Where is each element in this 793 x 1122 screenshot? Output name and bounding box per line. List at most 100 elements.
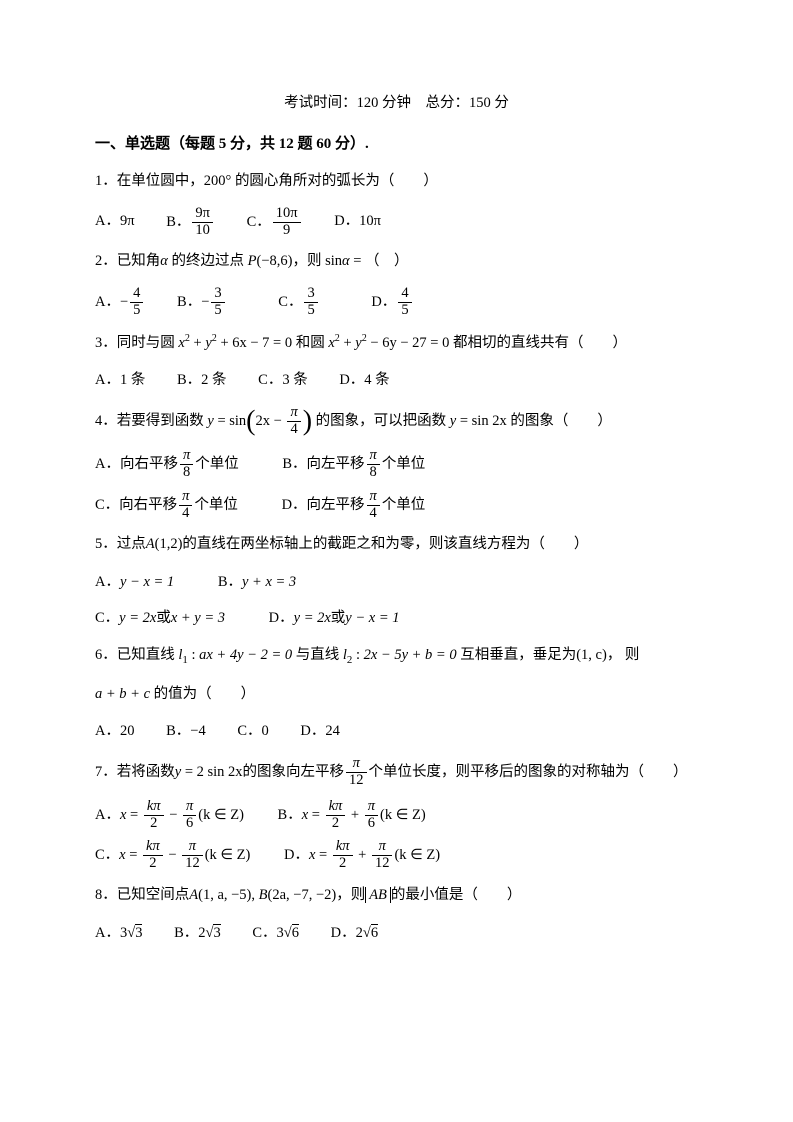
q2-d-l: D． <box>371 294 396 310</box>
q2-b-frac: 35 <box>211 286 224 319</box>
q1-options: A．9π B．9π10 C．10π9 D．10π <box>95 206 698 239</box>
q1-a-label: A． <box>95 213 120 229</box>
q4-d2: 个单位 <box>382 496 426 512</box>
q4-d-f: π4 <box>367 489 380 522</box>
q7-aeq: = <box>126 806 141 822</box>
q1-opt-a: A．9π <box>95 208 135 236</box>
q4-sin2: sin 2x <box>472 413 507 429</box>
q7-dpi: π <box>372 839 393 856</box>
q5-bl: B． <box>218 574 242 590</box>
q2-b-l: B． <box>177 294 201 310</box>
q7-ck: kπ <box>143 839 163 856</box>
q1-d-label: D． <box>334 213 359 229</box>
q7-dl: D． <box>284 847 309 863</box>
q6-e1: ax + 4y − 2 = 0 <box>199 647 292 663</box>
q6-col2: : <box>352 647 363 663</box>
q8-s1: 8．已知空间点 <box>95 887 189 903</box>
q2-a-sign: − <box>120 294 128 310</box>
q7-f: π12 <box>346 756 367 789</box>
score-label: 总分： <box>426 95 470 111</box>
q7-dp: + <box>355 847 370 863</box>
q7-bk: kπ <box>326 799 346 816</box>
question-1: 1．在单位圆中，200° 的圆心角所对的弧长为（ ） <box>95 168 698 196</box>
q4-2x: 2x <box>256 413 271 429</box>
q4-s1: 4．若要得到函数 <box>95 413 204 429</box>
q3-s1: 3．同时与圆 <box>95 335 175 351</box>
q2-b-sign: − <box>201 294 209 310</box>
q1-stem-3: 的圆心角所对的弧长为（ ） <box>231 173 438 189</box>
q5-al: A． <box>95 574 120 590</box>
q7-s2: 的图象向左平移 <box>243 763 345 779</box>
q3-c: C．3 条 <box>258 367 308 395</box>
q7-s1: 7．若将函数 <box>95 763 175 779</box>
q8-ar: 3 <box>135 924 142 941</box>
q1-b-frac: 9π10 <box>192 206 213 239</box>
q1-b-num: 9π <box>192 206 213 223</box>
q7-opt-b: B．x = kπ2 + π6(k ∈ Z) <box>278 799 426 832</box>
q7-bf1: kπ2 <box>326 799 346 832</box>
q8-ap: (1, a, −5) <box>198 887 251 903</box>
q7-row1: A．x = kπ2 − π6(k ∈ Z) B．x = kπ2 + π6(k ∈… <box>95 799 698 832</box>
q7-eq: = 2 sin 2x <box>181 763 242 779</box>
q1-c-label: C． <box>247 213 271 229</box>
q7-row2: C．x = kπ2 − π12(k ∈ Z) D．x = kπ2 + π12(k… <box>95 839 698 872</box>
q7-cf2: π12 <box>182 839 203 872</box>
q2-coords: (−8,6) <box>256 253 292 269</box>
q7-af2: π6 <box>183 799 196 832</box>
q4-opt-b: B．向左平移π8个单位 <box>282 448 425 481</box>
q4-c2: 个单位 <box>194 496 238 512</box>
q5-cl: C． <box>95 610 119 626</box>
q2-a-frac: 45 <box>130 286 143 319</box>
q2-d-n: 4 <box>398 286 411 303</box>
q4-c-pi: π <box>179 489 192 506</box>
q8-ab: AB <box>365 887 391 903</box>
score-value: 150 分 <box>469 95 509 111</box>
q2-a-l: A． <box>95 294 120 310</box>
q5-opt-b: B．y + x = 3 <box>218 569 296 597</box>
q5-or2: 或 <box>331 610 346 626</box>
q7-a6: 6 <box>183 816 196 832</box>
q5-dl: D． <box>269 610 294 626</box>
q7-am: − <box>166 806 181 822</box>
q8-opt-b: B．2√3 <box>174 920 221 948</box>
q7-at: (k ∈ Z) <box>198 806 244 822</box>
q2-c-d: 5 <box>304 303 317 319</box>
q7-af1: kπ2 <box>144 799 164 832</box>
q1-stem-1: 1．在单位圆中， <box>95 173 204 189</box>
q6-s4: ， 则 <box>607 647 640 663</box>
q6-b: B．−4 <box>166 718 206 746</box>
q2-c-frac: 35 <box>304 286 317 319</box>
q7-api: π <box>183 799 196 816</box>
q5-opt-c: C．y = 2x或x + y = 3 <box>95 605 225 633</box>
q8-asq: √ <box>127 925 135 941</box>
q2-d-frac: 45 <box>398 286 411 319</box>
q8-dl: D． <box>331 925 356 941</box>
q5-A: A <box>146 536 155 552</box>
q6-c: C．0 <box>237 718 268 746</box>
q8-s3: 的最小值是（ ） <box>391 887 522 903</box>
q8-cl: C． <box>252 925 276 941</box>
q3-d: D．4 条 <box>339 367 389 395</box>
q7-d12: 12 <box>372 856 393 872</box>
q8-csq: √ <box>284 925 292 941</box>
q5-or1: 或 <box>156 610 171 626</box>
q8-dr: 6 <box>371 924 378 941</box>
q2-opt-c: C．35 <box>278 286 319 319</box>
q1-opt-d: D．10π <box>334 208 381 236</box>
q8-dsq: √ <box>363 925 371 941</box>
q1-c-den: 9 <box>273 223 301 239</box>
q7-bf2: π6 <box>365 799 378 832</box>
q8-cm: , <box>251 887 258 903</box>
q2-b-d: 5 <box>211 303 224 319</box>
q7-c12: 12 <box>182 856 203 872</box>
q7-opt-c: C．x = kπ2 − π12(k ∈ Z) <box>95 839 250 872</box>
q4-c1: C．向右平移 <box>95 496 177 512</box>
q8-bp: (2a, −7, −2) <box>268 887 337 903</box>
q5-c1: y = 2x <box>119 610 156 626</box>
question-4: 4．若要得到函数 y = sin(2x − π4) 的图象，可以把函数 y = … <box>95 405 698 438</box>
q5-b: y + x = 3 <box>242 574 296 590</box>
q6-options: A．20 B．−4 C．0 D．24 <box>95 718 698 746</box>
q1-c-num: 10π <box>273 206 301 223</box>
q5-row1: A．y − x = 1 B．y + x = 3 <box>95 569 698 597</box>
q1-b-label: B． <box>166 213 190 229</box>
